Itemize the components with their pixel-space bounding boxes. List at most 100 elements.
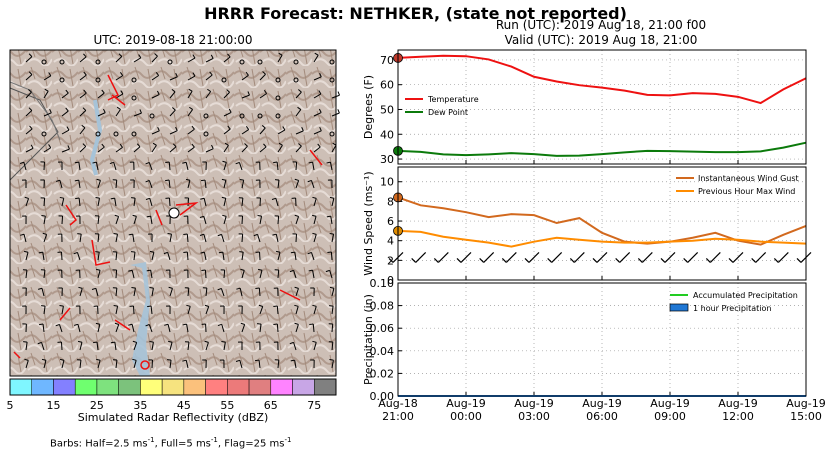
- wind-barb-tick: [329, 359, 334, 361]
- wind-barb: [221, 324, 225, 333]
- legend-label: Previous Hour Max Wind: [698, 187, 795, 196]
- wind-barb: [61, 92, 69, 99]
- wind-barb-tick: [65, 107, 69, 112]
- y-tick-label: 10: [380, 176, 394, 189]
- wind-barb: [186, 324, 189, 333]
- wind-barb: [258, 287, 261, 297]
- wind-barb-tick: [44, 88, 49, 92]
- wind-barb-tick: [257, 215, 262, 217]
- calm-marker: [203, 113, 209, 119]
- wind-barb-tick: [278, 52, 283, 56]
- colorbar-cell: [292, 378, 315, 396]
- wind-barb: [312, 270, 315, 279]
- wind-barb-tick: [192, 72, 196, 77]
- map-frame: [9, 49, 337, 377]
- wind-barb-tick: [149, 287, 154, 289]
- wind-barb-ts: [573, 251, 585, 263]
- wind-barb: [115, 359, 118, 369]
- wind-barb: [115, 93, 124, 99]
- wind-barb: [79, 56, 87, 63]
- wind-barb: [25, 147, 34, 153]
- wind-barb-tick: [262, 71, 266, 75]
- wind-barb-tick: [109, 161, 114, 165]
- wind-barb-tick: [41, 215, 46, 217]
- x-tick-label-date: Aug-19: [786, 397, 825, 410]
- wind-barb: [223, 56, 231, 63]
- wind-barb: [114, 198, 117, 207]
- wind-barb: [259, 324, 262, 333]
- legend-label: Instantaneous Wind Gust: [698, 174, 799, 183]
- wind-barb: [313, 216, 317, 225]
- wind-barb: [61, 215, 64, 225]
- wind-barb: [257, 234, 261, 243]
- wind-barb-tick: [73, 251, 78, 255]
- legend: Accumulated Precipitation 1 hour Precipit…: [669, 291, 798, 313]
- wind-barb: [169, 109, 176, 117]
- y-tick-label: 0.06: [370, 322, 395, 335]
- wind-barb-tick: [245, 71, 249, 76]
- wind-barb-ts: [619, 251, 631, 263]
- x-tick-label-date: Aug-19: [514, 397, 553, 410]
- wind-barb-ts-tick: [592, 257, 598, 263]
- wind-barb-tick: [276, 250, 281, 253]
- wind-barb: [187, 128, 195, 135]
- run-text: Run (UTC): 2019 Aug 18, 21:00 f00: [495, 18, 707, 32]
- wind-barb: [151, 288, 154, 297]
- wind-barb: [241, 270, 245, 279]
- wind-barb-tick: [146, 269, 151, 272]
- wind-barb-tick: [77, 340, 83, 343]
- wind-barb: [61, 198, 65, 207]
- wind-barb-tick: [78, 286, 83, 289]
- wind-barb: [169, 234, 172, 243]
- wind-barb-ts: [641, 251, 653, 263]
- calm-marker: [329, 59, 335, 65]
- wind-barb-ts-tick: [615, 257, 621, 263]
- wind-barb-ts: [777, 251, 789, 263]
- wind-barb-tick: [92, 161, 97, 164]
- wind-barb: [258, 359, 261, 369]
- wind-barb: [97, 233, 100, 243]
- wind-barb: [168, 179, 171, 189]
- wind-barb: [23, 162, 27, 171]
- wind-barb: [133, 342, 138, 351]
- y-tick-label: 8: [387, 195, 394, 208]
- wind-barb: [223, 180, 227, 189]
- wind-barb-tick: [114, 214, 119, 217]
- wind-barb-tick: [294, 178, 299, 181]
- wind-barb-tick: [149, 341, 154, 343]
- wind-barb: [78, 180, 81, 189]
- wind-barb: [313, 112, 322, 117]
- wind-barb: [95, 288, 99, 297]
- wind-barb-tick: [272, 233, 277, 236]
- wind-barb-tick: [113, 304, 118, 307]
- colorbar-cell: [314, 378, 337, 396]
- wind-barb: [223, 91, 230, 99]
- wind-barb: [331, 360, 334, 369]
- wind-barb: [275, 234, 279, 243]
- wind-barb: [241, 94, 250, 99]
- wind-barb-tick: [55, 323, 60, 327]
- wind-barb: [58, 324, 63, 333]
- wind-barb: [329, 270, 333, 279]
- wind-barb-tick: [185, 178, 191, 181]
- wind-barb: [295, 109, 302, 117]
- wind-barb: [329, 162, 333, 171]
- wind-barb: [25, 360, 29, 369]
- wind-barb: [313, 198, 317, 207]
- wind-barb-tick: [165, 179, 170, 182]
- wind-barb-tick: [227, 125, 231, 130]
- panel-frame: [397, 166, 807, 281]
- wind-barb-tick: [227, 53, 231, 58]
- wind-barb: [79, 110, 87, 117]
- y-tick-label: 4: [387, 235, 394, 248]
- wind-barb: [293, 270, 297, 279]
- wind-barb-tick: [96, 358, 101, 361]
- wind-barb-tick: [67, 145, 70, 150]
- wind-barb: [241, 215, 244, 225]
- wind-barb-tick: [59, 358, 65, 361]
- wind-barb: [131, 270, 135, 279]
- calm-marker: [59, 77, 65, 83]
- colorbar-cell: [31, 378, 54, 396]
- wind-barb: [277, 180, 280, 189]
